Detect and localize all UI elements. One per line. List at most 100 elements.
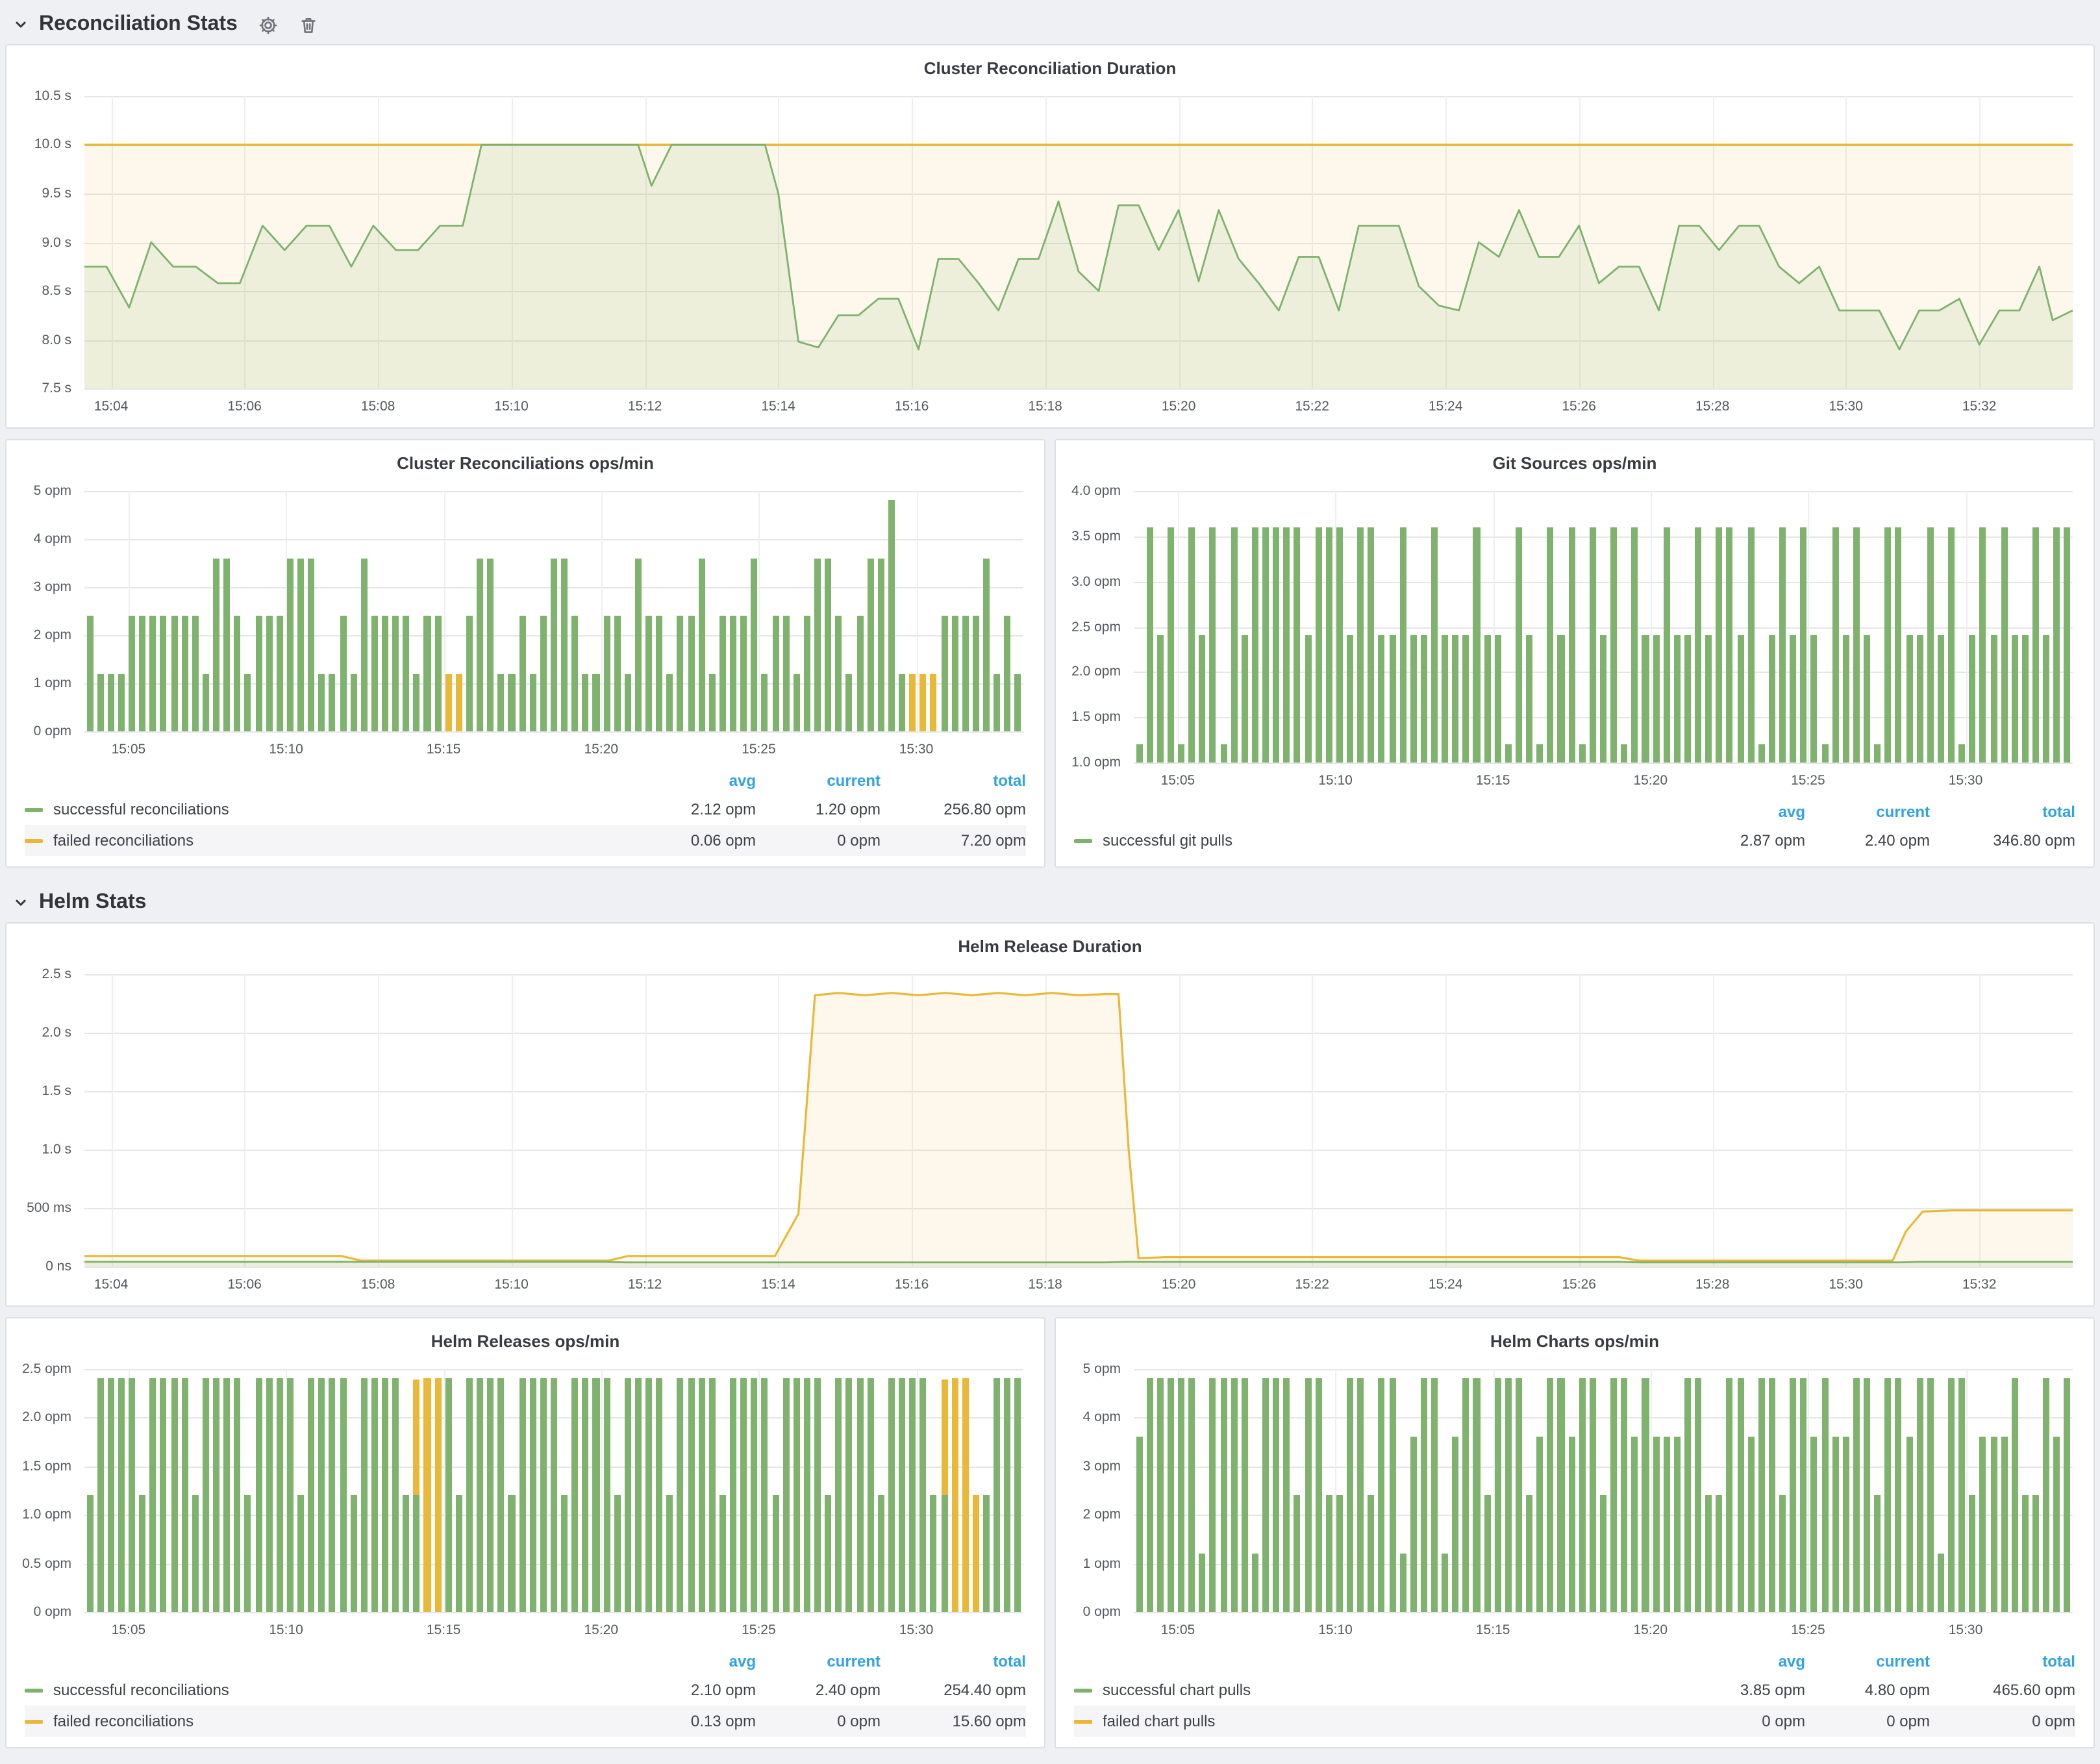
- panel-title[interactable]: Git Sources ops/min: [1492, 453, 1657, 473]
- bar: [1884, 1378, 1892, 1612]
- gridline-vertical: [1712, 974, 1714, 1266]
- gridline-vertical: [1579, 96, 1581, 388]
- gridline-vertical: [1335, 491, 1337, 762]
- x-axis-tick-label: 15:12: [627, 399, 662, 414]
- y-axis-tick-label: 1 opm: [33, 675, 71, 691]
- panel-title[interactable]: Cluster Reconciliation Duration: [923, 58, 1177, 78]
- gridline-horizontal: [84, 290, 2073, 292]
- panel-title[interactable]: Helm Release Duration: [958, 937, 1142, 956]
- gridline-vertical: [244, 974, 246, 1266]
- x-axis-tick-label: 15:30: [899, 1622, 934, 1638]
- legend-column-current[interactable]: current: [1876, 803, 1930, 821]
- series-name[interactable]: successful reconciliations: [53, 800, 229, 818]
- trash-icon[interactable]: [299, 15, 318, 34]
- bar: [624, 1378, 631, 1612]
- series-name[interactable]: successful chart pulls: [1103, 1681, 1251, 1699]
- bar: [107, 674, 114, 731]
- plot-area[interactable]: 4.0 opm 3.5 opm 3.0 opm 2.5 opm 2.0 opm 1.5 o…: [1071, 483, 2073, 788]
- panel-title[interactable]: Cluster Reconciliations ops/min: [397, 453, 654, 473]
- legend-column-avg[interactable]: avg: [729, 1652, 756, 1670]
- legend-column-total[interactable]: total: [993, 772, 1026, 790]
- bar: [1136, 1437, 1143, 1612]
- y-axis-tick-label: 10.0 s: [34, 136, 71, 153]
- gridline-vertical: [1445, 96, 1447, 388]
- bar: [561, 558, 568, 731]
- bar: [1347, 1378, 1354, 1612]
- legend: avg current total successful reconciliation…: [6, 765, 1044, 861]
- legend-value: 0 opm: [1762, 1712, 1805, 1730]
- bar: [1874, 744, 1881, 762]
- gridline-vertical: [1650, 1369, 1652, 1612]
- y-axis-tick-label: 1.0 opm: [22, 1507, 71, 1523]
- y-axis-tick-label: 4 opm: [33, 531, 71, 547]
- gridline-horizontal: [84, 491, 1023, 492]
- panel-title[interactable]: Helm Charts ops/min: [1490, 1331, 1660, 1351]
- bar: [1283, 527, 1290, 762]
- chevron-down-icon: [16, 900, 26, 906]
- gridline-vertical: [286, 491, 288, 731]
- bar: [951, 616, 958, 731]
- bar: [845, 1378, 853, 1612]
- bar: [297, 558, 305, 731]
- x-axis-tick-label: 15:24: [1428, 399, 1463, 414]
- series-name[interactable]: failed reconciliations: [53, 1712, 194, 1730]
- gridline-vertical: [1493, 491, 1495, 762]
- bar: [888, 500, 895, 731]
- bar: [592, 1378, 599, 1612]
- legend-column-total[interactable]: total: [2042, 803, 2075, 821]
- bar: [1368, 1495, 1375, 1612]
- plot-area[interactable]: 5 opm 4 opm 3 opm 2 opm 1 opm 0 opm 15:05 15:10…: [1083, 1361, 2073, 1638]
- bar: [677, 616, 684, 731]
- series-name[interactable]: failed reconciliations: [53, 831, 194, 850]
- gridline-horizontal: [84, 1091, 2073, 1092]
- y-axis-tick-label: 2.5 s: [42, 966, 71, 982]
- gridline-vertical: [1445, 974, 1447, 1266]
- bar: [413, 1379, 420, 1496]
- bar: [951, 1378, 958, 1612]
- series-name[interactable]: successful reconciliations: [53, 1681, 229, 1699]
- bar: [656, 1378, 663, 1612]
- bar: [223, 1378, 231, 1612]
- legend-column-avg[interactable]: avg: [1778, 1652, 1805, 1670]
- y-axis-tick-label: 10.5 s: [34, 88, 71, 104]
- panel-title[interactable]: Helm Releases ops/min: [431, 1331, 620, 1351]
- bar: [297, 1495, 305, 1612]
- plot-area[interactable]: 2.5 s 2.0 s 1.5 s 1.0 s 500 ms 0 ns 15:04 15:06…: [27, 966, 2073, 1292]
- series-color-dash-icon: [1074, 1719, 1092, 1723]
- legend-column-avg[interactable]: avg: [1778, 803, 1805, 821]
- bar: [1589, 1378, 1596, 1612]
- section-header-helm-stats[interactable]: Helm Stats: [5, 883, 2095, 922]
- legend-column-total[interactable]: total: [993, 1652, 1026, 1670]
- bar: [1790, 635, 1797, 762]
- bar: [2064, 527, 2071, 762]
- x-axis-tick-label: 15:12: [627, 1277, 662, 1292]
- bar: [2021, 635, 2029, 762]
- bar: [413, 674, 420, 731]
- bar: [1515, 1378, 1523, 1612]
- bar: [1305, 635, 1312, 762]
- x-axis-tick-label: 15:20: [584, 742, 619, 757]
- series-name[interactable]: failed chart pulls: [1103, 1712, 1216, 1730]
- legend-column-avg[interactable]: avg: [729, 772, 756, 790]
- chart-helm-charts-opm: 5 opm 4 opm 3 opm 2 opm 1 opm 0 opm 15:05 15:10…: [1066, 1359, 2083, 1646]
- plot-area[interactable]: 5 opm 4 opm 3 opm 2 opm 1 opm 0 opm 15:05 15:10…: [34, 483, 1023, 757]
- legend-column-current[interactable]: current: [827, 1652, 881, 1670]
- legend-column-current[interactable]: current: [1876, 1652, 1930, 1670]
- gridline-horizontal: [84, 1033, 2073, 1034]
- bar: [550, 1378, 557, 1612]
- bar: [318, 1378, 325, 1612]
- gridline-horizontal: [1134, 1369, 2073, 1370]
- gear-icon[interactable]: [258, 15, 278, 34]
- section-header-reconciliation-stats[interactable]: Reconciliation Stats: [5, 5, 2095, 44]
- series-name[interactable]: successful git pulls: [1103, 831, 1233, 850]
- bar: [519, 616, 526, 731]
- legend-column-current[interactable]: current: [827, 772, 881, 790]
- gridline-vertical: [1045, 974, 1047, 1266]
- legend-value: 0 opm: [2032, 1712, 2075, 1730]
- bar: [1526, 635, 1533, 762]
- gridline-vertical: [286, 1369, 288, 1612]
- bar: [645, 1378, 653, 1612]
- plot-area[interactable]: 10.5 s 10.0 s 9.5 s 9.0 s 8.5 s 8.0 s 7.5 s 15:…: [34, 88, 2073, 414]
- plot-area[interactable]: 2.5 opm 2.0 opm 1.5 opm 1.0 opm 0.5 opm 0 opm…: [22, 1361, 1023, 1638]
- legend-column-total[interactable]: total: [2042, 1652, 2075, 1670]
